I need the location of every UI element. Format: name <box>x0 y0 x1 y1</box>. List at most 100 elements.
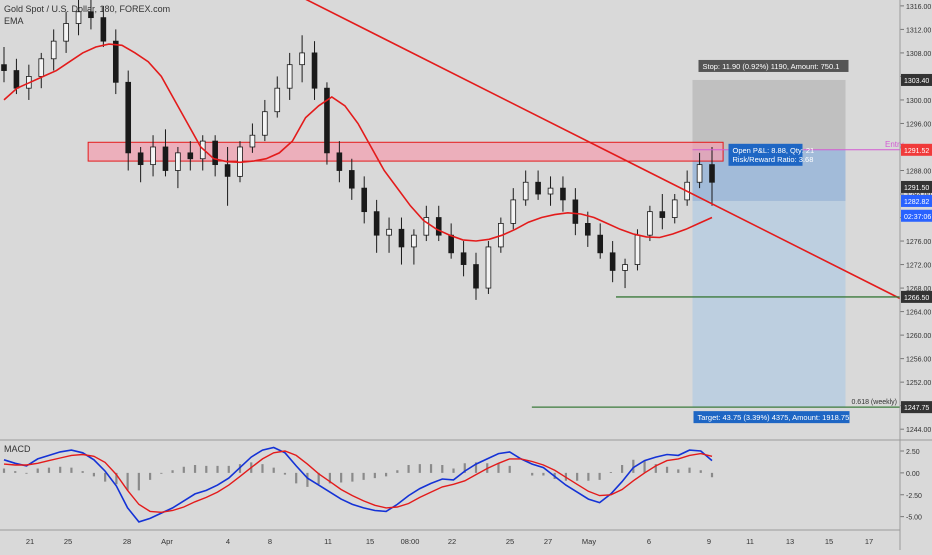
price-axis-label-box <box>901 401 932 414</box>
candle-up <box>634 234 641 265</box>
price-axis-tick-label: 1316.00 <box>906 4 931 11</box>
macd-axis-tick-label: 0.00 <box>906 471 920 478</box>
price-axis-tick-label: 1276.00 <box>906 239 931 246</box>
candle-down <box>13 70 20 89</box>
candle-up <box>411 234 417 248</box>
candle-down <box>348 170 355 189</box>
candle-down <box>1 64 7 71</box>
time-axis-label: May <box>582 537 596 546</box>
stop-label-box <box>698 59 849 72</box>
time-axis-label: 8 <box>268 537 272 546</box>
price-axis-tick-label: 1252.00 <box>906 380 931 387</box>
candle-down <box>709 164 715 183</box>
candle-up <box>647 211 653 236</box>
time-axis-label: 08:00 <box>401 537 420 546</box>
candle-up <box>696 164 703 183</box>
candle-up <box>274 87 281 113</box>
price-axis-tick-label: 1296.00 <box>906 121 931 128</box>
candle-down <box>212 140 218 166</box>
time-axis-label: 9 <box>707 537 711 546</box>
candle-up <box>38 58 45 77</box>
price-axis-tick-label: 1308.00 <box>906 51 931 58</box>
candle-down <box>560 187 566 201</box>
candle-up <box>547 187 554 195</box>
price-axis-label: 1282.82 <box>904 199 929 206</box>
time-axis-label: 25 <box>506 537 514 546</box>
rr-label-text: Risk/Reward Ratio: 3.68 <box>733 155 814 164</box>
candle-up <box>522 181 529 201</box>
time-axis[interactable]: 21 25 28 Apr 4 8 11 15 08:00 22 25 27 May 6 9 11 13 15 17 <box>26 537 873 546</box>
macd-axis-tick-label: -2.50 <box>906 493 922 500</box>
candle-down <box>435 217 442 236</box>
price-axis-tick-label: 1272.00 <box>906 263 931 270</box>
price-axis-tick-label: 1268.00 <box>906 286 931 293</box>
resistance-zone <box>87 141 724 162</box>
candle-down <box>460 252 467 265</box>
entry-label: Entry <box>885 140 904 149</box>
candle-down <box>125 81 132 154</box>
candle-down <box>572 199 579 224</box>
time-axis-label: 21 <box>26 537 34 546</box>
time-axis-label: 4 <box>226 537 230 546</box>
price-axis-tick-label: 1300.00 <box>906 98 931 105</box>
candle-down <box>398 228 405 248</box>
price-axis-tick-label: 1244.00 <box>906 427 931 434</box>
time-axis-label: 17 <box>865 537 873 546</box>
candle-down <box>473 264 479 289</box>
price-axis-tick-label: 1264.00 <box>906 310 931 317</box>
candle-down <box>609 252 616 271</box>
candle-down <box>535 181 541 195</box>
price-axis-label-box <box>901 73 932 86</box>
ema-line <box>3 43 713 242</box>
macd-pane: 2.50 0.00 -2.50 -5.00 <box>2 446 922 523</box>
chart-symbol-title: Gold Spot / U.S. Dollar, 180, FOREX.com <box>4 4 170 14</box>
candle-up <box>249 134 256 148</box>
candle-down <box>100 17 107 42</box>
drawing-layer[interactable] <box>87 79 846 408</box>
price-axis-label: 1303.40 <box>904 78 929 85</box>
macd-axis-tick-label: -5.00 <box>906 515 922 522</box>
price-axis-tick-label: 1312.00 <box>906 27 931 34</box>
candle-down <box>162 146 169 171</box>
candle-up <box>299 52 305 66</box>
candle-down <box>448 234 454 254</box>
time-axis-label: 13 <box>786 537 794 546</box>
candle-down <box>187 152 194 160</box>
overlay-layer[interactable]: Entry 0.618 (weekly) Stop: 11.90 (0.92%) 1… <box>249 0 932 424</box>
candle-up <box>671 199 678 218</box>
candle-down <box>597 234 604 254</box>
stop-loss-zone <box>692 79 846 150</box>
price-axis-label-box <box>901 180 932 193</box>
time-axis-label: 22 <box>448 537 456 546</box>
candle-down <box>336 152 343 171</box>
time-axis-label: Apr <box>161 537 173 546</box>
candle-down <box>311 52 318 89</box>
candle-up <box>622 264 628 271</box>
candle-up <box>63 23 69 42</box>
macd-indicator-label: MACD <box>4 444 31 454</box>
time-axis-label: 25 <box>64 537 72 546</box>
pnl-label-box <box>728 143 803 166</box>
candle-up <box>262 111 268 136</box>
candle-up <box>175 152 181 171</box>
price-axis-label-box <box>901 194 932 207</box>
price-axis-tick-label: 1260.00 <box>906 333 931 340</box>
ema-indicator-label: EMA <box>4 16 24 26</box>
time-axis-label: 11 <box>746 537 754 546</box>
candle-down <box>361 187 368 213</box>
candle-down <box>584 223 591 236</box>
price-axis-label: 1266.50 <box>904 295 929 302</box>
candle-up <box>423 217 430 236</box>
take-profit-zone <box>692 200 846 408</box>
time-axis-label: 27 <box>544 537 552 546</box>
candle-up <box>50 40 57 60</box>
target-label-box <box>693 411 850 424</box>
fib-level-label: 0.618 (weekly) <box>851 399 897 406</box>
price-axis-label: 02:37:06 <box>904 214 931 221</box>
candle-down <box>224 164 231 177</box>
stop-label-text: Stop: 11.90 (0.92%) 1190, Amount: 750.1 <box>703 62 840 71</box>
candle-up <box>75 11 82 24</box>
price-axis-label: 1291.52 <box>904 148 929 155</box>
